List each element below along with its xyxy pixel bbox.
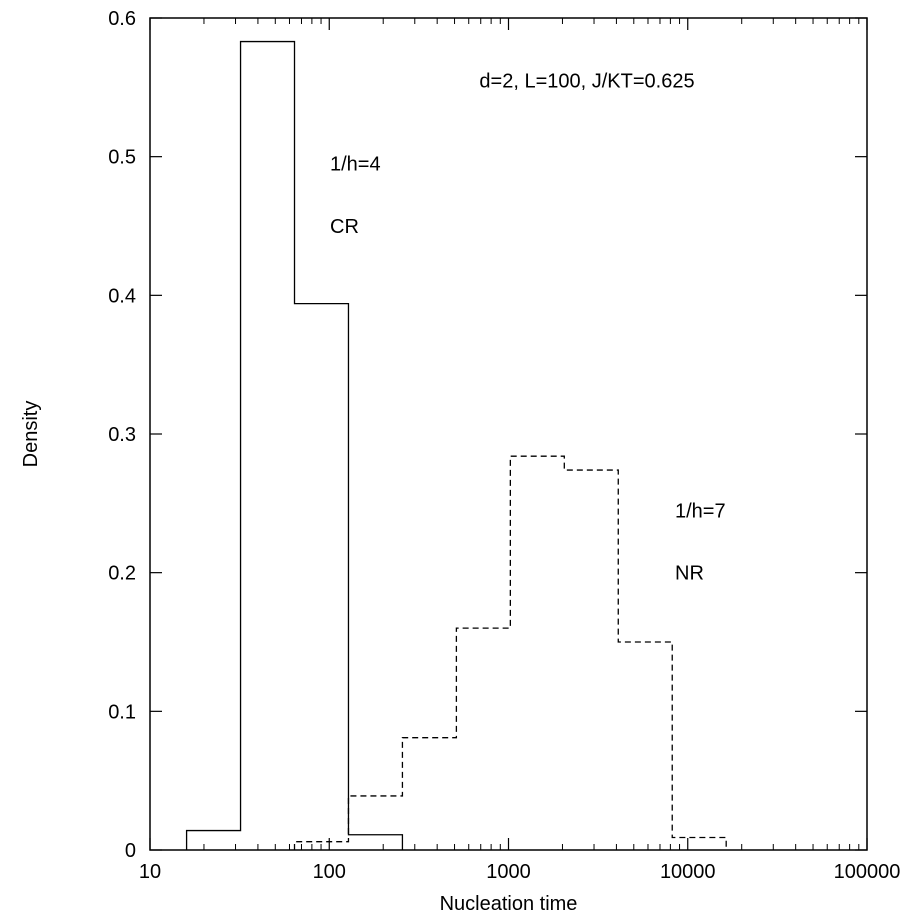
x-tick-label: 10 [139,861,161,883]
y-tick-label: 0.6 [108,8,136,30]
x-tick-label: 10000 [660,861,716,883]
dashed-histogram-bar [510,456,564,850]
y-tick-label: 0.1 [108,701,136,723]
dashed-histogram-bar [564,470,618,850]
x-tick-label: 100000 [834,861,901,883]
dashed-histogram-bar [295,842,349,850]
dashed-histogram-bar [672,838,726,850]
y-tick-label: 0.3 [108,424,136,446]
solid-histogram-bar [187,831,241,850]
dashed-histogram-bar [456,628,510,850]
x-tick-label: 1000 [486,861,531,883]
dashed-series-outline [293,455,727,850]
solid-histogram-bar [241,42,295,850]
solid-histogram-bar [295,304,349,850]
annotation-nr-label: NR [675,563,704,585]
dashed-histogram-bar [618,642,672,850]
annotation-cr-label: CR [330,216,359,238]
plot-frame [149,17,868,851]
y-axis-title: Density [20,401,42,468]
series-layer [185,40,727,850]
tick-labels: 10 100 1000 10000 100000 0 0.1 0.2 0.3 0.4 0.5 0.6 [108,8,900,883]
y-tick-label: 0.5 [108,147,136,169]
y-tick-label: 0.4 [108,285,136,307]
annotation-nr-h: 1/h=7 [675,500,726,522]
annotations: d=2, L=100, J/KT=0.625 1/h=4 CR 1/h=7 NR [330,70,726,584]
x-axis-title: Nucleation time [440,893,578,915]
dashed-histogram-bar [348,796,402,850]
x-tick-label: 100 [313,861,346,883]
annotation-header: d=2, L=100, J/KT=0.625 [479,70,694,92]
y-tick-label: 0.2 [108,563,136,585]
annotation-cr-h: 1/h=4 [330,154,381,176]
solid-series-outline [185,40,404,850]
dashed-histogram-bar [402,738,456,850]
y-tick-label: 0 [125,840,136,862]
